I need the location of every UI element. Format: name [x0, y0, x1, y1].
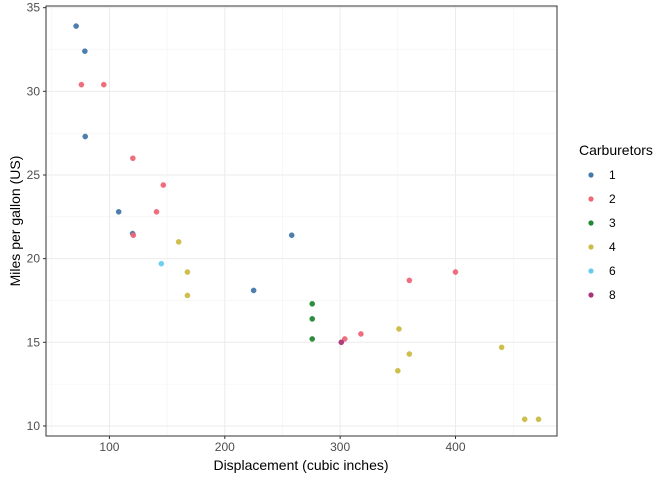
data-point-carb-2	[452, 269, 459, 275]
grid-major	[46, 6, 557, 436]
y-tick-label: 35	[27, 1, 41, 15]
x-axis-title: Displacement (cubic inches)	[213, 457, 388, 473]
data-point-carb-2	[100, 81, 107, 88]
data-point-carb-1	[250, 287, 257, 294]
data-point-carb-4	[184, 269, 191, 275]
data-point-carb-2	[341, 336, 348, 342]
data-point-carb-1	[82, 48, 88, 54]
y-axis-ticks: 10 15 20 25 30 35	[27, 1, 46, 433]
legend-label-4: 4	[609, 240, 616, 254]
plot-panel-background	[46, 6, 557, 436]
legend-label-6: 6	[609, 264, 616, 278]
data-point-carb-3	[309, 336, 316, 342]
y-tick-label: 20	[27, 252, 41, 266]
legend-key-2	[588, 196, 594, 202]
x-tick-label: 400	[445, 440, 465, 454]
x-tick-label: 100	[99, 440, 119, 454]
data-point-carb-4	[498, 344, 505, 351]
data-point-carb-2	[153, 208, 160, 215]
data-point-carb-4	[521, 416, 528, 423]
legend-label-8: 8	[609, 288, 616, 302]
x-tick-label: 300	[330, 440, 350, 454]
data-point-carb-1	[288, 232, 295, 239]
plot-panel-border	[45, 5, 558, 437]
legend-key-1	[588, 172, 594, 178]
legend: Carburetors 1 2 3 4 6 8	[579, 142, 653, 302]
legend-key-3	[588, 220, 594, 226]
data-point-carb-4	[184, 292, 191, 299]
data-point-carb-2	[78, 81, 85, 88]
legend-key-4	[588, 244, 594, 250]
y-tick-label: 15	[27, 335, 41, 349]
data-point-carb-4	[406, 351, 413, 357]
data-point-carb-4	[395, 367, 401, 374]
data-point-carb-4	[175, 239, 182, 245]
y-axis-title: Miles per gallon (US)	[7, 156, 23, 287]
legend-key-6	[588, 268, 594, 274]
data-point-carb-1	[73, 23, 79, 29]
data-point-carb-6	[158, 260, 165, 267]
y-tick-label: 25	[27, 168, 41, 182]
data-point-carb-1	[115, 208, 122, 215]
data-points	[73, 23, 542, 423]
data-point-carb-3	[309, 301, 316, 307]
x-axis-ticks: 100 200 300 400	[99, 436, 466, 454]
data-point-carb-2	[160, 182, 167, 188]
legend-title: Carburetors	[579, 142, 653, 158]
data-point-carb-4	[535, 416, 542, 423]
data-point-carb-2	[406, 277, 413, 284]
legend-label-3: 3	[609, 216, 616, 230]
data-point-carb-2	[358, 331, 364, 337]
data-point-carb-2	[130, 232, 137, 239]
data-point-carb-2	[130, 155, 136, 162]
data-point-carb-1	[82, 133, 89, 140]
y-tick-label: 30	[27, 84, 41, 98]
legend-key-8	[588, 292, 594, 298]
data-point-carb-4	[396, 326, 402, 332]
legend-label-1: 1	[609, 168, 616, 182]
legend-label-2: 2	[609, 192, 616, 206]
data-point-carb-8	[338, 339, 345, 346]
y-tick-label: 10	[27, 419, 41, 433]
x-tick-label: 200	[215, 440, 235, 454]
grid-minor	[46, 6, 557, 436]
data-point-carb-3	[309, 316, 316, 322]
